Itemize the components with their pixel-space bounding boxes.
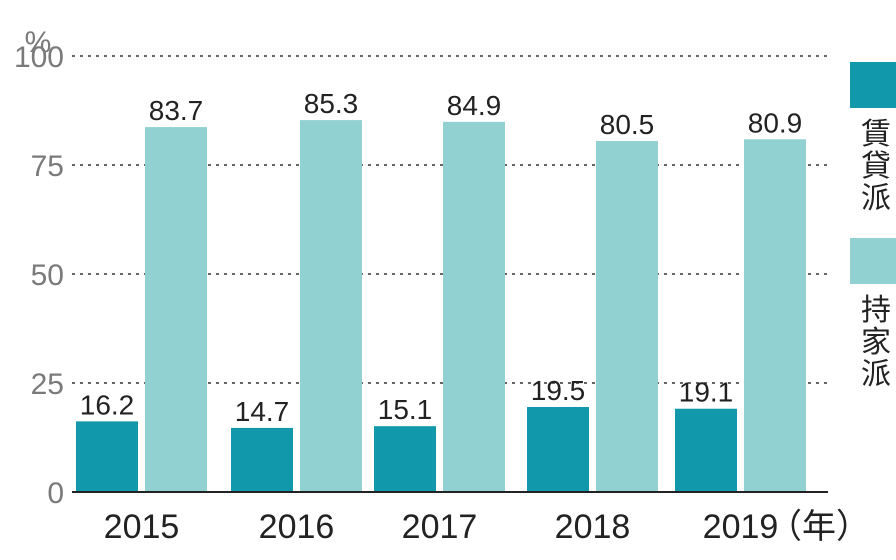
data-label: 14.7 (235, 396, 290, 427)
legend-label: 持家派 (861, 293, 891, 392)
data-label: 85.3 (304, 88, 359, 119)
bar-own-2016 (300, 120, 362, 492)
data-label: 80.9 (748, 107, 803, 138)
legend-swatch (850, 62, 896, 108)
bar-rent-2015 (76, 421, 138, 492)
data-label: 15.1 (378, 394, 433, 425)
bar-own-2017 (443, 121, 505, 492)
x-category-label: 2017 (402, 508, 478, 546)
y-axis-unit: % (25, 26, 52, 59)
x-category-label: 2019 (703, 508, 779, 546)
bar-own-2018 (596, 141, 658, 492)
data-label: 19.5 (531, 375, 586, 406)
legend-label: 賃貸派 (861, 117, 891, 216)
bar-rent-2019 (675, 408, 737, 492)
x-category-label: 2015 (104, 508, 180, 546)
y-tick-label: 100 (14, 41, 64, 74)
x-axis-unit: （年） (768, 508, 870, 546)
bar-rent-2016 (231, 427, 293, 492)
data-label: 83.7 (149, 95, 204, 126)
y-tick-label: 25 (31, 368, 64, 401)
data-label: 80.5 (600, 109, 655, 140)
legend-swatch (850, 238, 896, 284)
bars: 16.2 83.7 14.7 85.3 15.1 84.9 19.5 80.5 19.1 80.9 (76, 88, 806, 493)
data-label: 19.1 (679, 377, 734, 408)
x-axis-labels: 2015 2016 2017 2018 2019 (104, 508, 779, 546)
y-axis-ticks: 0 25 50 75 100 (14, 41, 64, 510)
y-tick-label: 75 (31, 150, 64, 183)
data-label: 16.2 (80, 389, 135, 420)
x-category-label: 2016 (259, 508, 335, 546)
x-category-label: 2018 (555, 508, 631, 546)
bar-rent-2017 (374, 426, 436, 492)
y-tick-label: 0 (47, 477, 64, 510)
y-tick-label: 50 (31, 259, 64, 292)
bar-own-2019 (744, 139, 806, 492)
data-label: 84.9 (447, 90, 502, 121)
bar-rent-2018 (527, 406, 589, 492)
bar-own-2015 (145, 127, 207, 493)
